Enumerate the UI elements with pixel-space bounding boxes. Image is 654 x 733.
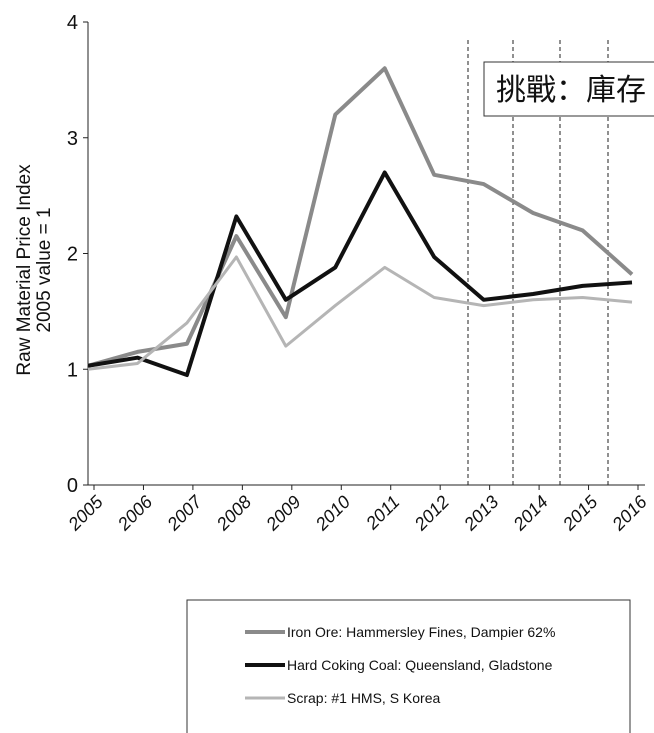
y-tick-label: 3 bbox=[67, 128, 78, 150]
y-tick-label: 1 bbox=[67, 359, 78, 381]
x-tick-label: 2006 bbox=[113, 491, 157, 535]
x-tick-label: 2013 bbox=[459, 492, 502, 535]
x-tick-label: 2009 bbox=[261, 492, 304, 535]
x-tick-label: 2012 bbox=[410, 492, 453, 535]
x-tick-label: 2014 bbox=[509, 492, 552, 535]
y-tick-label: 2 bbox=[67, 244, 78, 266]
x-tick-label: 2011 bbox=[361, 492, 403, 534]
x-tick-label: 2015 bbox=[558, 491, 602, 535]
y-axis-label: Raw Material Price Index bbox=[14, 164, 35, 376]
y-tick-label: 0 bbox=[67, 475, 78, 497]
annotation: 挑戰：庫存 bbox=[496, 73, 646, 108]
y-axis-label: 2005 value = 1 bbox=[34, 207, 55, 332]
x-tick-label: 2016 bbox=[608, 491, 652, 535]
series-line bbox=[87, 255, 633, 371]
x-tick-label: 2008 bbox=[212, 492, 255, 535]
legend-label: Hard Coking Coal: Queensland, Gladstone bbox=[287, 657, 553, 673]
series-line bbox=[87, 66, 634, 368]
y-tick-label: 4 bbox=[67, 12, 78, 34]
annotation-box bbox=[483, 61, 654, 117]
x-tick-label: 2010 bbox=[311, 492, 354, 535]
legend-label: Iron Ore: Hammersley Fines, Dampier 62% bbox=[287, 624, 555, 640]
series-line bbox=[87, 170, 633, 378]
legend-label: Scrap: #1 HMS, S Korea bbox=[287, 690, 441, 706]
x-tick-label: 2007 bbox=[163, 491, 207, 535]
x-tick-label: 2005 bbox=[64, 491, 108, 535]
